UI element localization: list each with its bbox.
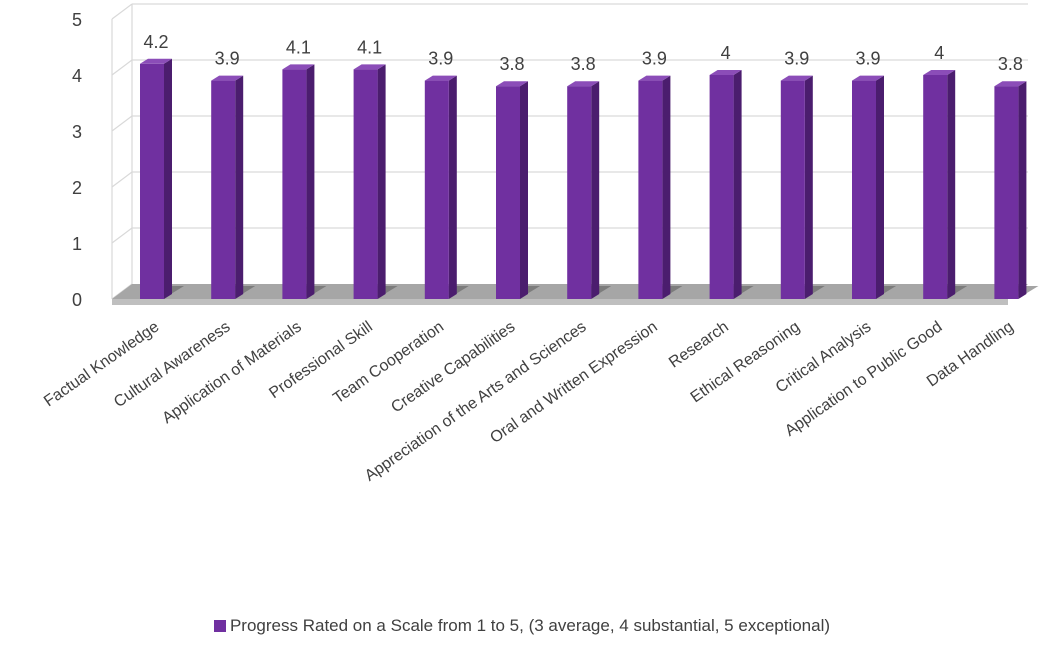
- bar: [923, 75, 948, 299]
- bar-side: [591, 81, 600, 299]
- x-tick-label: Research: [666, 318, 732, 371]
- y-tick-label: 2: [72, 178, 82, 198]
- floor-edge: [112, 299, 1008, 305]
- bar-top: [140, 58, 172, 64]
- y-tick-label: 1: [72, 234, 82, 254]
- bar: [424, 80, 449, 299]
- bar-side: [733, 70, 742, 299]
- bar-top: [923, 70, 956, 75]
- gridline-connector: [111, 227, 133, 244]
- gridline-connector: [111, 59, 133, 76]
- data-label: 4: [934, 43, 944, 63]
- bar: [709, 75, 734, 299]
- bar: [496, 86, 520, 299]
- bar-side: [448, 75, 457, 299]
- bar: [994, 86, 1019, 299]
- bar: [140, 63, 164, 299]
- x-tick-label: Factual Knowledge: [41, 318, 162, 410]
- y-tick-label: 4: [72, 66, 82, 86]
- y-tick-label: 0: [72, 290, 82, 310]
- data-label: 4.1: [357, 37, 382, 57]
- legend: Progress Rated on a Scale from 1 to 5, (…: [0, 616, 1044, 636]
- data-label: 4.1: [286, 37, 311, 57]
- data-label: 3.9: [784, 49, 809, 69]
- data-label: 3.9: [215, 49, 240, 69]
- bar: [211, 80, 236, 299]
- bar: [780, 80, 805, 299]
- bar-top: [424, 75, 457, 81]
- data-label: 3.9: [855, 49, 880, 69]
- bar-top: [709, 70, 742, 75]
- bar-top: [638, 75, 671, 81]
- y-tick-label: 5: [72, 10, 82, 30]
- gridline-connector: [111, 115, 133, 132]
- bar-top: [496, 81, 528, 87]
- data-label: 4: [721, 43, 731, 63]
- y-tick-label: 3: [72, 122, 82, 142]
- data-label: 3.8: [998, 54, 1023, 74]
- gridline-connector: [111, 171, 133, 188]
- bar: [282, 69, 307, 300]
- bar-top: [852, 75, 884, 81]
- bar-side: [947, 70, 956, 299]
- bar-top: [353, 64, 386, 70]
- x-tick-label: Application of Materials: [159, 318, 304, 427]
- data-label: 3.9: [642, 49, 667, 69]
- bar: [567, 86, 592, 299]
- x-tick-label: Creative Capabilities: [388, 318, 518, 416]
- gridline-connector: [111, 3, 133, 20]
- bar-side: [1018, 81, 1027, 299]
- bar-top: [780, 75, 813, 81]
- bar-side: [306, 64, 315, 300]
- bar: [852, 80, 876, 299]
- bar-side: [804, 75, 813, 299]
- bar-side: [235, 75, 244, 299]
- bar-side: [377, 64, 386, 300]
- bar-top: [211, 75, 244, 81]
- data-label: 3.8: [571, 54, 596, 74]
- bar-side: [662, 75, 671, 299]
- bar-side: [164, 58, 172, 299]
- data-label: 3.9: [428, 49, 453, 69]
- data-label: 3.8: [499, 54, 524, 74]
- data-label: 4.2: [143, 32, 168, 52]
- legend-swatch: [213, 620, 226, 632]
- bar-side: [520, 81, 528, 299]
- bar-top: [282, 64, 315, 70]
- bar: [353, 69, 378, 300]
- bar-top: [994, 81, 1027, 87]
- legend-label: Progress Rated on a Scale from 1 to 5, (…: [229, 616, 831, 635]
- x-tick-label: Cultural Awareness: [111, 318, 233, 411]
- bar-top: [567, 81, 600, 87]
- bar: [638, 80, 663, 299]
- bar-side: [876, 75, 884, 299]
